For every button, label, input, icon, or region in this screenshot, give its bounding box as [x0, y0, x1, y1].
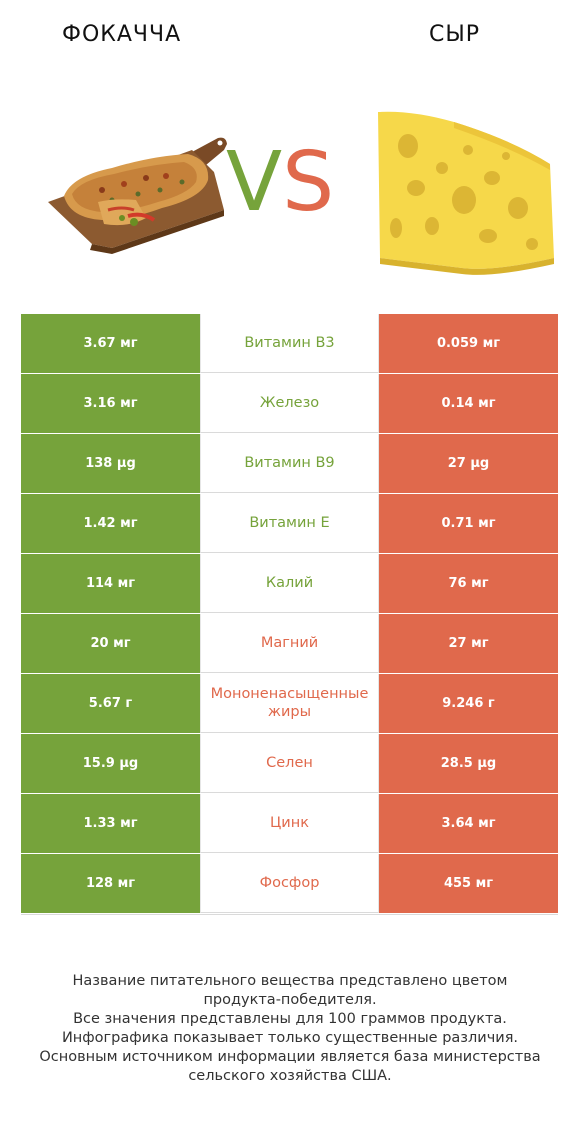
right-value: 0.14 мг: [379, 374, 558, 434]
left-value: 114 мг: [21, 554, 200, 614]
vs-label: VS: [226, 138, 356, 228]
left-value: 1.42 мг: [21, 494, 200, 554]
left-value: 3.16 мг: [21, 374, 200, 434]
footer-line: сельского хозяйства США.: [188, 1068, 392, 1084]
table-row: 1.33 мг Цинк 3.64 мг: [21, 794, 558, 854]
left-value: 1.33 мг: [21, 794, 200, 854]
left-value: 138 µg: [21, 434, 200, 494]
left-value: 15.9 µg: [21, 734, 200, 794]
left-value: 3.67 мг: [21, 314, 200, 374]
table-row: 15.9 µg Селен 28.5 µg: [21, 734, 558, 794]
right-value: 28.5 µg: [379, 734, 558, 794]
table-row: 128 мг Фосфор 455 мг: [21, 854, 558, 914]
footer-note: Название питательного вещества представл…: [20, 972, 560, 1086]
right-value: 3.64 мг: [379, 794, 558, 854]
table-row: 3.16 мг Железо 0.14 мг: [21, 374, 558, 434]
left-value: 5.67 г: [21, 674, 200, 734]
table-row: 5.67 г Мононенасыщенные жиры 9.246 г: [21, 674, 558, 734]
nutrient-name: Фосфор: [200, 854, 379, 913]
right-value: 27 мг: [379, 614, 558, 674]
nutrient-name: Железо: [200, 374, 379, 433]
vs-s: S: [282, 135, 335, 230]
footer-line: Инфографика показывает только существенн…: [61, 1030, 519, 1046]
right-value: 76 мг: [379, 554, 558, 614]
nutrient-name: Витамин E: [200, 494, 379, 553]
focaccia-image: [42, 132, 232, 262]
table-row: 138 µg Витамин B9 27 µg: [21, 434, 558, 494]
left-value: 20 мг: [21, 614, 200, 674]
left-value: 128 мг: [21, 854, 200, 914]
nutrient-name: Магний: [200, 614, 379, 673]
table-row: 20 мг Магний 27 мг: [21, 614, 558, 674]
comparison-table: 3.67 мг Витамин B3 0.059 мг 3.16 мг Желе…: [21, 314, 558, 915]
nutrient-name: Калий: [200, 554, 379, 613]
table-row: 1.42 мг Витамин E 0.71 мг: [21, 494, 558, 554]
right-value: 9.246 г: [379, 674, 558, 734]
table-row: 3.67 мг Витамин B3 0.059 мг: [21, 314, 558, 374]
table-row: 114 мг Калий 76 мг: [21, 554, 558, 614]
footer-line: продукта-победителя.: [203, 992, 377, 1008]
cheese-image: [372, 108, 562, 278]
right-value: 27 µg: [379, 434, 558, 494]
right-value: 455 мг: [379, 854, 558, 914]
footer-line: Все значения представлены для 100 граммо…: [73, 1011, 507, 1027]
nutrient-name: Витамин B3: [200, 314, 379, 373]
nutrient-name: Мононенасыщенные жиры: [200, 674, 379, 733]
right-value: 0.71 мг: [379, 494, 558, 554]
right-product-title: СЫР: [428, 22, 480, 47]
right-value: 0.059 мг: [379, 314, 558, 374]
nutrient-name: Витамин B9: [200, 434, 379, 493]
left-product-title: ФОКАЧЧА: [62, 22, 182, 47]
footer-line: Основным источником информации является …: [39, 1049, 541, 1065]
footer-line: Название питательного вещества представл…: [72, 973, 508, 989]
nutrient-name: Цинк: [200, 794, 379, 853]
vs-v: V: [226, 135, 283, 230]
nutrient-name: Селен: [200, 734, 379, 793]
